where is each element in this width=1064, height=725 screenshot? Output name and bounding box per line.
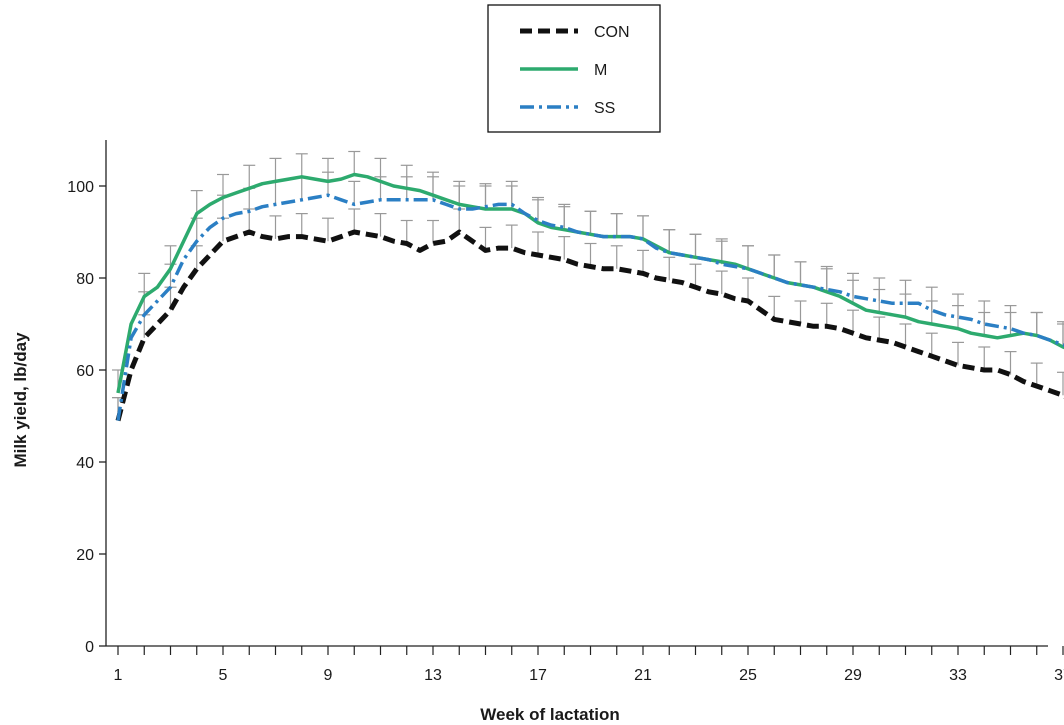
- error-bar: [532, 231, 544, 255]
- error-bar: [584, 210, 597, 235]
- error-bar: [873, 277, 886, 301]
- error-bar: [978, 300, 991, 324]
- error-bar: [348, 208, 361, 232]
- y-tick-label: 80: [76, 271, 94, 288]
- error-bar: [243, 187, 256, 212]
- error-bar: [217, 173, 229, 198]
- error-bar: [558, 203, 571, 228]
- x-tick-label: 9: [324, 667, 333, 684]
- y-tick-label: 100: [67, 179, 94, 196]
- x-tick-label: 13: [424, 667, 442, 684]
- error-bar: [899, 323, 912, 347]
- error-bar: [243, 164, 256, 189]
- error-bar: [295, 153, 308, 177]
- error-bar: [1030, 311, 1043, 336]
- error-bar: [637, 215, 649, 239]
- error-bar: [269, 215, 282, 239]
- error-bar: [794, 300, 807, 324]
- error-bar: [322, 217, 334, 242]
- error-bar: [978, 346, 991, 370]
- error-bar: [269, 157, 282, 182]
- error-bar: [479, 226, 492, 251]
- error-bar: [1030, 362, 1043, 387]
- error-bar: [374, 213, 387, 237]
- error-bar: [742, 245, 754, 269]
- error-bar: [453, 208, 466, 232]
- error-bar: [742, 277, 754, 301]
- series-line-ss: [116, 193, 1064, 421]
- error-bar: [322, 171, 334, 196]
- error-bar: [663, 229, 676, 253]
- error-bar: [689, 233, 702, 258]
- x-axis-title: Week of lactation: [480, 705, 620, 724]
- x-tick-label: 33: [949, 667, 967, 684]
- y-tick-label: 20: [76, 547, 94, 564]
- x-tick-label: 1: [114, 667, 123, 684]
- error-bar: [532, 196, 544, 221]
- error-bar: [584, 242, 597, 267]
- axes: 0204060801001591317212529333741: [67, 140, 1064, 684]
- error-bar: [899, 279, 912, 304]
- error-bar: [663, 256, 676, 281]
- legend: CON M SS: [487, 4, 661, 133]
- error-bar: [348, 150, 361, 175]
- error-bar: [400, 219, 413, 244]
- x-tick-label: 21: [634, 667, 652, 684]
- x-tick-label: 29: [844, 667, 862, 684]
- y-tick-label: 0: [85, 639, 94, 656]
- error-bar: [768, 254, 781, 278]
- x-tick-label: 5: [219, 667, 228, 684]
- error-bar: [1004, 305, 1017, 329]
- legend-label-con: CON: [594, 24, 630, 41]
- error-bar: [1057, 371, 1064, 396]
- error-bar: [925, 332, 938, 357]
- error-bar: [479, 183, 492, 207]
- error-bar: [637, 249, 649, 274]
- error-bar: [952, 341, 964, 366]
- x-tick-label: 25: [739, 667, 757, 684]
- legend-label-ss: SS: [594, 100, 615, 117]
- error-bar: [295, 176, 308, 200]
- error-bar: [610, 213, 623, 237]
- legend-label-m: M: [594, 62, 607, 79]
- error-bar: [820, 302, 833, 327]
- error-bar: [952, 293, 964, 318]
- error-bar: [505, 180, 518, 205]
- error-bar: [505, 224, 518, 249]
- error-bar: [427, 219, 439, 244]
- error-bar: [925, 286, 938, 311]
- error-bar: [295, 213, 308, 237]
- x-tick-label: 17: [529, 667, 547, 684]
- error-bar: [820, 265, 833, 290]
- error-bar: [1004, 351, 1017, 375]
- error-bar: [768, 295, 781, 320]
- error-bar: [689, 263, 702, 288]
- y-axis-title: Milk yield, lb/day: [11, 332, 30, 468]
- series-line-m: [116, 172, 1064, 394]
- series-line-con: [115, 229, 1064, 422]
- y-tick-label: 60: [76, 363, 94, 380]
- error-bar: [1057, 321, 1064, 345]
- error-bar: [873, 316, 886, 341]
- error-bar: [190, 190, 203, 214]
- error-bar: [269, 180, 282, 205]
- error-bar: [847, 272, 859, 297]
- error-bar: [610, 245, 623, 269]
- y-tick-label: 40: [76, 455, 94, 472]
- error-bar: [794, 261, 807, 285]
- error-bar: [348, 180, 361, 205]
- series-lines: [115, 172, 1064, 422]
- error-bar: [558, 236, 571, 260]
- error-bar: [847, 309, 859, 334]
- error-bar: [715, 270, 728, 295]
- x-tick-label: 37: [1054, 667, 1064, 684]
- error-bars: [112, 150, 1064, 421]
